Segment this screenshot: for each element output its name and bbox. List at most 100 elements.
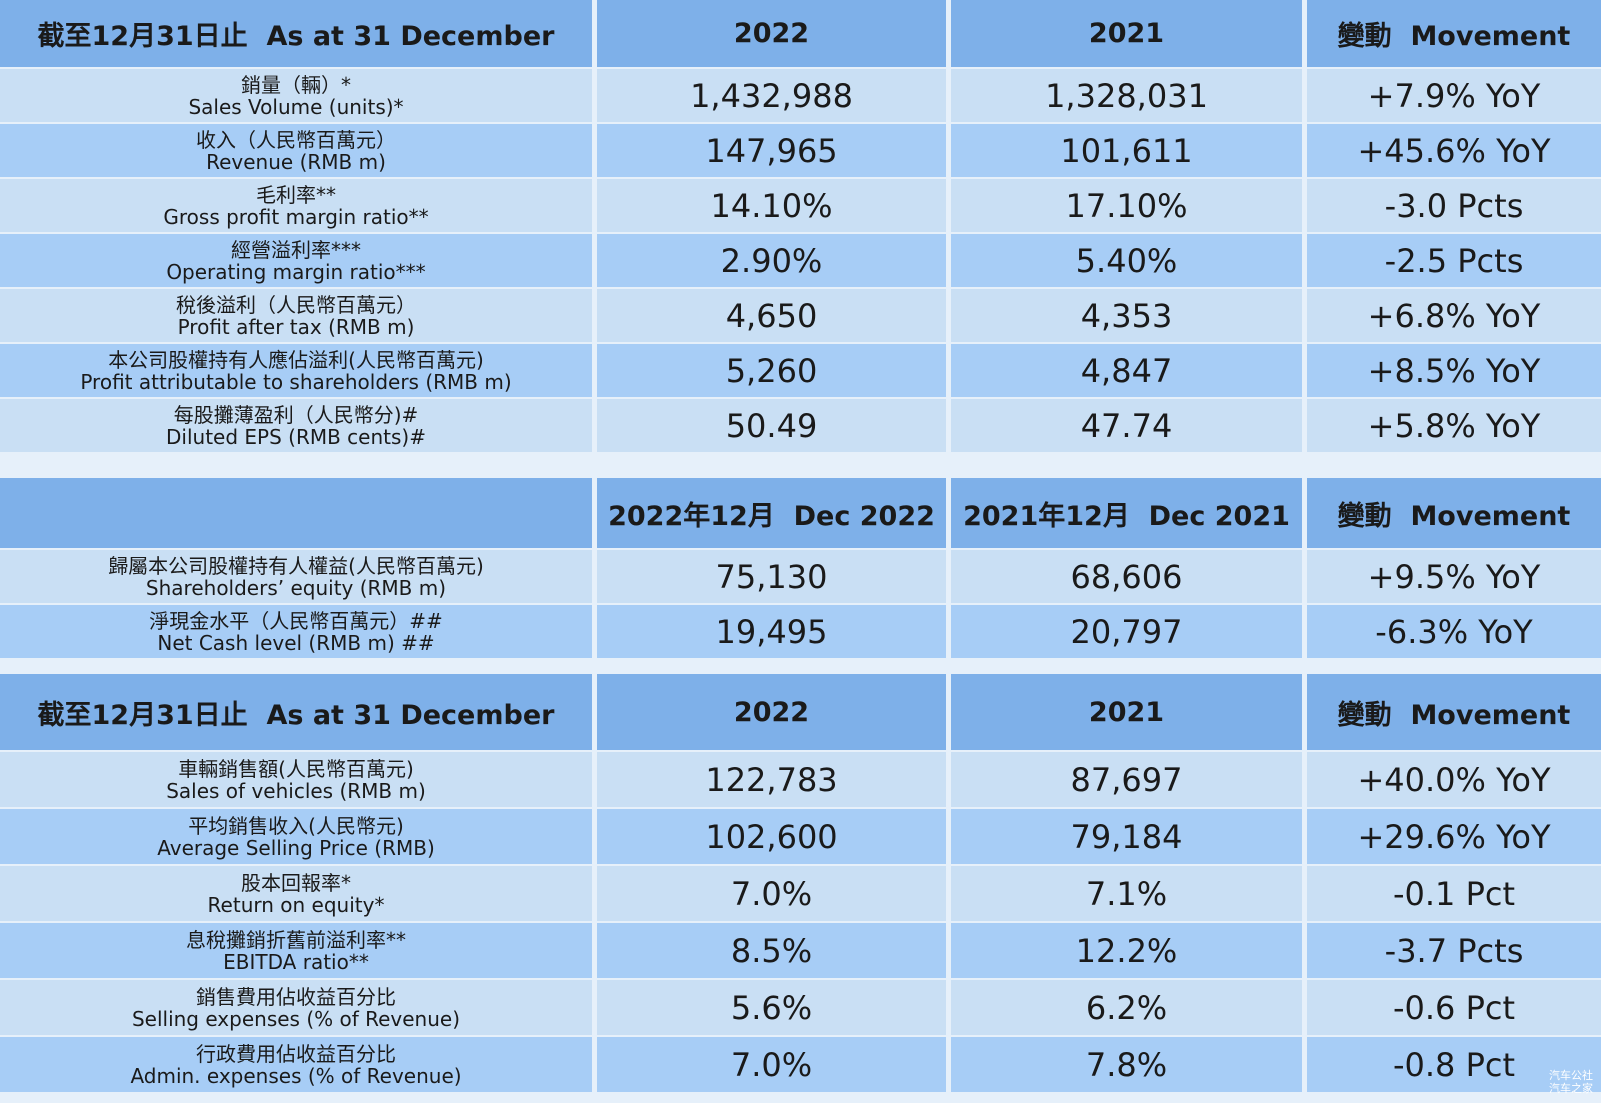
- value-cell: 12.2%: [951, 923, 1302, 978]
- label-zh: 稅後溢利（人民幣百萬元）: [176, 292, 416, 317]
- value-text: 79,184: [1070, 817, 1183, 856]
- header-text: 2021: [1088, 696, 1165, 728]
- value-cell: 6.2%: [951, 980, 1302, 1035]
- value-cell: 14.10%: [597, 179, 946, 232]
- value-text: -3.7 Pcts: [1384, 931, 1524, 970]
- row-label: 行政費用佔收益百分比 Admin. expenses (% of Revenue): [0, 1037, 592, 1092]
- value-cell: -0.6 Pct: [1307, 980, 1601, 1035]
- label-zh: 本公司股權持有人應佔溢利(人民幣百萬元): [108, 347, 484, 372]
- label-zh: 毛利率**: [256, 182, 336, 207]
- value-cell: 5,260: [597, 344, 946, 397]
- value-text: -0.8 Pct: [1392, 1045, 1516, 1084]
- value-text: +8.5% YoY: [1367, 351, 1541, 390]
- label-zh: 收入（人民幣百萬元）: [196, 127, 396, 152]
- value-text: +45.6% YoY: [1357, 131, 1551, 170]
- label-zh: 經營溢利率***: [231, 237, 361, 262]
- value-cell: 7.8%: [951, 1037, 1302, 1092]
- value-cell: 2.90%: [597, 234, 946, 287]
- label-zh: 歸屬本公司股權持有人權益(人民幣百萬元): [108, 553, 484, 578]
- value-text: 7.0%: [730, 874, 813, 913]
- value-text: 50.49: [725, 406, 818, 445]
- value-cell: 147,965: [597, 124, 946, 177]
- value-text: +9.5% YoY: [1367, 557, 1541, 596]
- row-label: 經營溢利率*** Operating margin ratio***: [0, 234, 592, 287]
- watermark: 汽车公社 汽车之家: [1549, 1069, 1593, 1095]
- value-text: 8.5%: [730, 931, 813, 970]
- label-en: Gross profit margin ratio**: [163, 204, 429, 229]
- row-label: 車輛銷售額(人民幣百萬元) Sales of vehicles (RMB m): [0, 752, 592, 807]
- value-cell: -0.8 Pct: [1307, 1037, 1601, 1092]
- header-cell: [0, 478, 592, 548]
- header-cell: 2022年12月 Dec 2022: [597, 478, 946, 548]
- value-text: 7.8%: [1085, 1045, 1168, 1084]
- label-en: Sales Volume (units)*: [188, 94, 404, 119]
- value-text: 6.2%: [1085, 988, 1168, 1027]
- value-cell: 122,783: [597, 752, 946, 807]
- label-en: Sales of vehicles (RMB m): [166, 778, 426, 803]
- value-text: 101,611: [1060, 131, 1193, 170]
- label-zh: 平均銷售收入(人民幣元): [188, 813, 404, 838]
- value-text: +6.8% YoY: [1367, 296, 1541, 335]
- label-en: Return on equity*: [207, 892, 385, 917]
- value-cell: 87,697: [951, 752, 1302, 807]
- label-en: Operating margin ratio***: [166, 259, 426, 284]
- value-text: 5.40%: [1075, 241, 1178, 280]
- value-cell: +5.8% YoY: [1307, 399, 1601, 452]
- value-text: +5.8% YoY: [1367, 406, 1541, 445]
- header-text: 2022: [733, 18, 810, 49]
- value-text: 4,650: [725, 296, 818, 335]
- label-zh: 息稅攤銷折舊前溢利率**: [186, 927, 406, 952]
- label-zh: 銷售費用佔收益百分比: [196, 984, 396, 1009]
- label-zh: 行政費用佔收益百分比: [196, 1041, 396, 1066]
- value-text: +40.0% YoY: [1357, 760, 1551, 799]
- label-en: EBITDA ratio**: [223, 949, 369, 974]
- label-en: Shareholders’ equity (RMB m): [145, 575, 447, 600]
- label-zh: 車輛銷售額(人民幣百萬元): [178, 756, 414, 781]
- value-text: -6.3% YoY: [1375, 612, 1533, 651]
- row-label: 銷量（輛）* Sales Volume (units)*: [0, 69, 592, 122]
- value-text: 102,600: [705, 817, 838, 856]
- value-cell: +7.9% YoY: [1307, 69, 1601, 122]
- value-text: -0.1 Pct: [1392, 874, 1516, 913]
- value-cell: 50.49: [597, 399, 946, 452]
- value-cell: +45.6% YoY: [1307, 124, 1601, 177]
- header-cell: 變動 Movement: [1307, 674, 1601, 750]
- header-text: 2021: [1088, 18, 1165, 49]
- value-text: +29.6% YoY: [1357, 817, 1551, 856]
- value-text: 7.1%: [1085, 874, 1168, 913]
- value-cell: 68,606: [951, 550, 1302, 603]
- value-text: 122,783: [705, 760, 838, 799]
- value-cell: 7.1%: [951, 866, 1302, 921]
- header-text: 2022: [733, 696, 810, 728]
- value-cell: 4,353: [951, 289, 1302, 342]
- header-text: 變動 Movement: [1337, 699, 1571, 731]
- header-cell: 2021年12月 Dec 2021: [951, 478, 1302, 548]
- value-cell: 79,184: [951, 809, 1302, 864]
- label-zh: 淨現金水平（人民幣百萬元）##: [149, 608, 443, 633]
- value-cell: 7.0%: [597, 866, 946, 921]
- value-cell: 7.0%: [597, 1037, 946, 1092]
- value-text: 47.74: [1080, 406, 1173, 445]
- label-zh: 銷量（輛）*: [241, 72, 351, 97]
- value-text: 5.6%: [730, 988, 813, 1027]
- value-cell: -6.3% YoY: [1307, 605, 1601, 658]
- header-text: 變動 Movement: [1337, 500, 1571, 532]
- value-cell: -3.0 Pcts: [1307, 179, 1601, 232]
- header-cell: 2022: [597, 674, 946, 750]
- value-cell: -0.1 Pct: [1307, 866, 1601, 921]
- value-cell: 4,847: [951, 344, 1302, 397]
- value-text: 7.0%: [730, 1045, 813, 1084]
- row-label: 平均銷售收入(人民幣元) Average Selling Price (RMB): [0, 809, 592, 864]
- row-label: 收入（人民幣百萬元） Revenue (RMB m): [0, 124, 592, 177]
- watermark-line: 汽车公社: [1549, 1069, 1593, 1082]
- header-cell: 截至12月31日止 As at 31 December: [0, 674, 592, 750]
- value-text: 1,328,031: [1045, 76, 1208, 115]
- label-en: Profit attributable to shareholders (RMB…: [80, 369, 512, 394]
- value-cell: 20,797: [951, 605, 1302, 658]
- value-text: 2.90%: [720, 241, 823, 280]
- row-label: 銷售費用佔收益百分比 Selling expenses (% of Revenue…: [0, 980, 592, 1035]
- value-text: 4,847: [1080, 351, 1173, 390]
- row-label: 淨現金水平（人民幣百萬元）## Net Cash level (RMB m) ##: [0, 605, 592, 658]
- header-text: 截至12月31日止 As at 31 December: [37, 21, 555, 52]
